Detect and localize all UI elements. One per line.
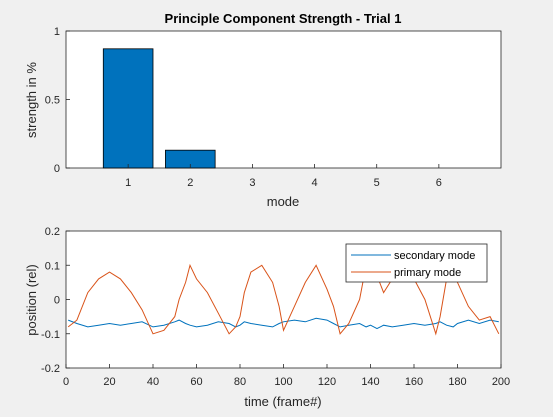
bar-chart-bars bbox=[102, 48, 216, 169]
bar-x-tick-label: 5 bbox=[374, 177, 380, 189]
legend[interactable]: secondary mode primary mode bbox=[345, 243, 488, 283]
line-chart-y-label: position (rel) bbox=[24, 264, 39, 336]
line-x-tick-label: 120 bbox=[318, 376, 336, 388]
bar-y-tick-label: 0 bbox=[54, 163, 60, 175]
bar-y-tick-label: 1 bbox=[54, 26, 60, 38]
series-line-secondary-mode bbox=[68, 317, 499, 330]
line-x-tick-label: 140 bbox=[361, 376, 379, 388]
series-line-primary-mode bbox=[67, 257, 500, 336]
bar-chart-title: Principle Component Strength - Trial 1 bbox=[165, 11, 402, 26]
line-y-tick-label: 0.1 bbox=[45, 260, 60, 272]
bar-chart-panel: Principle Component Strength - Trial 1 1… bbox=[24, 11, 502, 209]
bar-x-tick-label: 6 bbox=[436, 177, 442, 189]
line-x-tick-label: 20 bbox=[103, 376, 115, 388]
line-x-tick-label: 180 bbox=[448, 376, 466, 388]
bar-chart-x-ticks: 1 2 3 4 5 6 bbox=[125, 164, 442, 189]
line-x-tick-label: 60 bbox=[190, 376, 202, 388]
line-y-tick-label: 0.2 bbox=[45, 226, 60, 238]
bar-x-tick-label: 4 bbox=[312, 177, 318, 189]
line-chart-plot-area bbox=[67, 257, 500, 336]
legend-label-primary-mode: primary mode bbox=[394, 267, 461, 279]
line-x-tick-label: 200 bbox=[492, 376, 510, 388]
bar-x-tick-label: 1 bbox=[125, 177, 131, 189]
bar-chart-y-ticks: 00.51 bbox=[45, 26, 70, 175]
bar-chart-x-label: mode bbox=[267, 194, 300, 209]
line-y-tick-label: -0.1 bbox=[41, 329, 60, 341]
line-y-tick-label: -0.2 bbox=[41, 363, 60, 375]
bar-y-tick-label: 0.5 bbox=[45, 95, 60, 107]
line-x-tick-label: 40 bbox=[147, 376, 159, 388]
line-x-tick-label: 100 bbox=[274, 376, 292, 388]
line-chart-y-ticks: -0.2 -0.1 0 0.1 0.2 bbox=[41, 226, 70, 375]
bar-x-tick-label: 2 bbox=[187, 177, 193, 189]
line-y-tick-label: 0 bbox=[54, 295, 60, 307]
legend-box bbox=[345, 243, 488, 283]
line-x-tick-label: 0 bbox=[63, 376, 69, 388]
bar-chart-y-label: strength in % bbox=[24, 62, 39, 138]
line-chart-x-ticks: 0 20 40 60 80 100 120 140 160 180 200 bbox=[63, 364, 510, 388]
bar-x-tick-label: 3 bbox=[249, 177, 255, 189]
line-x-tick-label: 80 bbox=[234, 376, 246, 388]
line-chart-x-label: time (frame#) bbox=[244, 394, 321, 409]
line-chart-panel: 0 20 40 60 80 100 120 140 160 180 200 -0.2 -0.1 0 0.1… bbox=[24, 226, 510, 409]
bar-mode-1 bbox=[102, 48, 154, 169]
line-x-tick-label: 160 bbox=[405, 376, 423, 388]
legend-label-secondary-mode: secondary mode bbox=[394, 250, 475, 262]
